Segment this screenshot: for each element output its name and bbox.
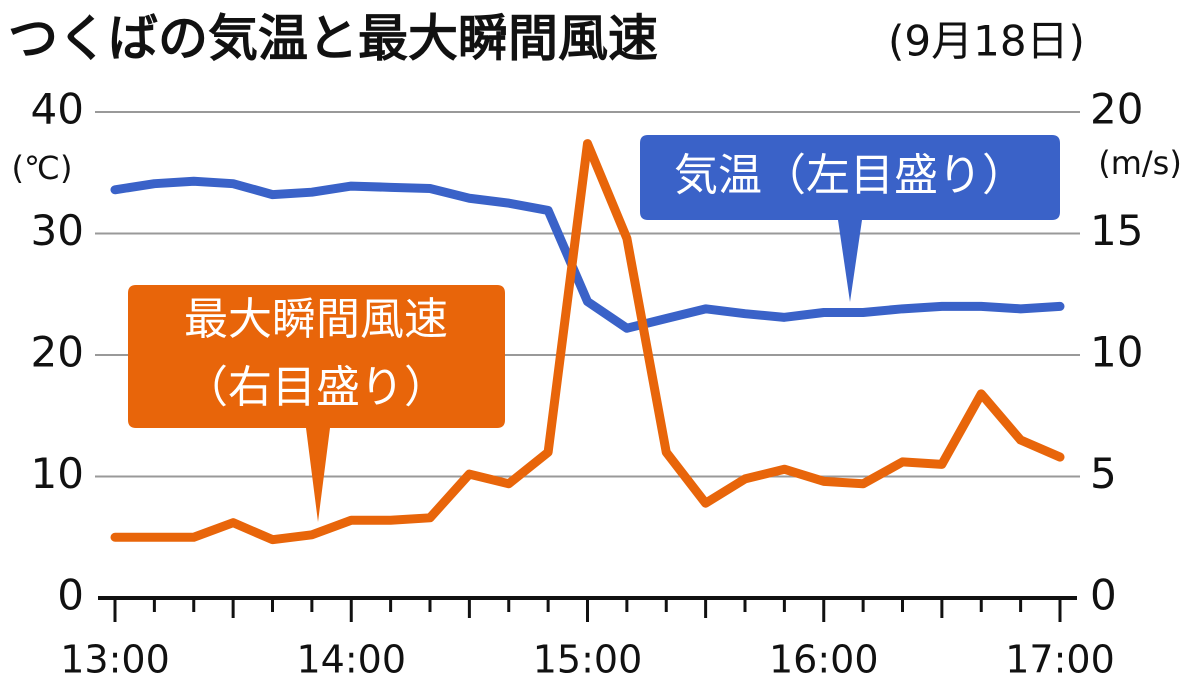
y2-tick-label: 15 [1090,206,1143,255]
chart-title: つくばの気温と最大瞬間風速 [8,10,658,68]
x-tick-label: 14:00 [296,638,406,682]
chart-subtitle: (9月18日) [888,17,1085,66]
y2-tick-label: 0 [1090,571,1117,620]
x-tick-label: 16:00 [769,638,879,682]
x-tick-label: 17:00 [1005,638,1115,682]
y-tick-label: 20 [31,328,84,377]
wind-callout [128,285,505,522]
annotation: （右目盛り） [184,362,448,413]
y2-axis-label: (m/s) [1098,144,1182,182]
y2-tick-label: 10 [1090,328,1143,377]
y-axis-label: (℃) [12,149,73,187]
y2-tick-label: 20 [1090,85,1143,134]
temp-callout [640,135,1060,302]
y-tick-label: 40 [31,85,84,134]
x-tick-label: 13:00 [60,638,170,682]
annotation: 最大瞬間風速 [184,294,448,345]
series-line [110,139,1065,545]
annotation: 気温（左目盛り） [674,150,1026,201]
y-tick-label: 30 [31,206,84,255]
y-tick-label: 0 [57,571,84,620]
x-tick-label: 15:00 [533,638,643,682]
series-line [110,176,1065,333]
y-tick-label: 10 [31,449,84,498]
y2-tick-label: 5 [1090,449,1117,498]
